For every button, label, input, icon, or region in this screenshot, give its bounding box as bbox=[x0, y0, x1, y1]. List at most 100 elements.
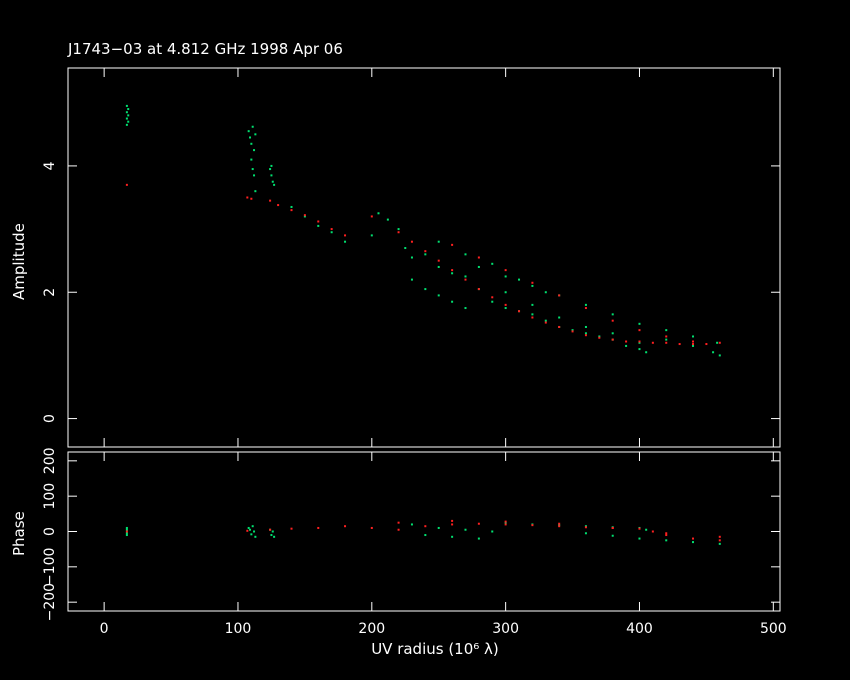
amplitude-observed-point bbox=[645, 351, 648, 354]
amplitude-model-point bbox=[598, 336, 601, 339]
amplitude-observed-point bbox=[254, 133, 257, 136]
phase-observed-point bbox=[477, 537, 480, 540]
amplitude-observed-point bbox=[451, 272, 454, 275]
phase-axis-label: Phase bbox=[10, 511, 28, 556]
amplitude-observed-point bbox=[397, 228, 400, 231]
amplitude-model-point bbox=[491, 296, 494, 299]
phase-observed-point bbox=[451, 535, 454, 538]
phase-model-point bbox=[397, 521, 400, 524]
phase-observed-point bbox=[254, 535, 257, 538]
phase-model-point bbox=[451, 519, 454, 522]
amplitude-observed-point bbox=[127, 108, 130, 111]
amplitude-model-point bbox=[424, 250, 427, 253]
amplitude-ytick-label: 2 bbox=[42, 288, 58, 297]
amplitude-observed-point bbox=[544, 319, 547, 322]
amplitude-observed-point bbox=[504, 307, 507, 310]
amplitude-model-point bbox=[678, 343, 681, 346]
phase-plot-frame bbox=[67, 451, 781, 612]
x-tick-label: 400 bbox=[626, 621, 653, 637]
amplitude-model-point bbox=[558, 294, 561, 297]
phase-model-point bbox=[558, 522, 561, 525]
amplitude-observed-point bbox=[125, 111, 128, 114]
x-tick-label: 500 bbox=[760, 621, 787, 637]
amplitude-ytick-label: 4 bbox=[42, 161, 58, 170]
amplitude-model-point bbox=[246, 196, 249, 199]
amplitude-observed-point bbox=[303, 215, 306, 218]
phase-model-point bbox=[651, 530, 654, 533]
amplitude-model-point bbox=[518, 310, 521, 313]
amplitude-model-point bbox=[370, 215, 373, 218]
amplitude-observed-point bbox=[692, 335, 695, 338]
amplitude-observed-point bbox=[254, 190, 257, 193]
amplitude-model-point bbox=[638, 340, 641, 343]
phase-observed-point bbox=[125, 526, 128, 529]
phase-model-point bbox=[370, 526, 373, 529]
amplitude-observed-point bbox=[251, 125, 254, 128]
phase-observed-point bbox=[270, 534, 273, 537]
amplitude-observed-point bbox=[638, 348, 641, 351]
amplitude-observed-point bbox=[437, 294, 440, 297]
amplitude-model-point bbox=[125, 183, 128, 186]
amplitude-observed-point bbox=[410, 278, 413, 281]
phase-observed-point bbox=[125, 528, 128, 531]
amplitude-observed-point bbox=[504, 291, 507, 294]
phase-observed-point bbox=[250, 533, 253, 536]
amplitude-observed-point bbox=[330, 231, 333, 234]
amplitude-observed-point bbox=[125, 117, 128, 120]
amplitude-observed-point bbox=[370, 234, 373, 237]
x-axis-label-text: UV radius (10⁶ λ) bbox=[371, 640, 499, 658]
phase-observed-point bbox=[424, 534, 427, 537]
amplitude-model-point bbox=[692, 343, 695, 346]
x-tick-label: 100 bbox=[225, 621, 252, 637]
amplitude-model-point bbox=[651, 341, 654, 344]
amplitude-observed-point bbox=[531, 284, 534, 287]
amplitude-observed-point bbox=[344, 240, 347, 243]
amplitude-plot-frame bbox=[67, 67, 781, 448]
phase-model-point bbox=[246, 529, 249, 532]
amplitude-observed-point bbox=[386, 218, 389, 221]
amplitude-observed-point bbox=[544, 291, 547, 294]
amplitude-observed-point bbox=[424, 253, 427, 256]
amplitude-observed-point bbox=[250, 158, 253, 161]
amplitude-observed-point bbox=[464, 253, 467, 256]
phase-model-point bbox=[344, 525, 347, 528]
amplitude-observed-point bbox=[491, 262, 494, 265]
phase-model-point bbox=[665, 532, 668, 535]
amplitude-model-point bbox=[584, 307, 587, 310]
amplitude-observed-point bbox=[584, 325, 587, 328]
amplitude-observed-point bbox=[665, 329, 668, 332]
phase-observed-point bbox=[437, 526, 440, 529]
amplitude-model-point bbox=[638, 329, 641, 332]
amplitude-observed-point bbox=[253, 149, 256, 152]
amplitude-model-point bbox=[451, 269, 454, 272]
amplitude-observed-point bbox=[317, 224, 320, 227]
amplitude-model-point bbox=[344, 234, 347, 237]
amplitude-observed-point bbox=[692, 344, 695, 347]
amplitude-observed-point bbox=[253, 174, 256, 177]
phase-model-point bbox=[290, 527, 293, 530]
phase-observed-point bbox=[645, 528, 648, 531]
amplitude-ytick-label: 0 bbox=[42, 414, 58, 423]
phase-ytick-label: −200 bbox=[42, 583, 58, 621]
phase-model-point bbox=[638, 527, 641, 530]
amplitude-model-point bbox=[277, 204, 280, 207]
amplitude-observed-point bbox=[251, 168, 254, 171]
phase-observed-point bbox=[665, 539, 668, 542]
amplitude-observed-point bbox=[504, 275, 507, 278]
phase-observed-point bbox=[247, 526, 250, 529]
amplitude-axis-label: Amplitude bbox=[10, 223, 28, 300]
amplitude-observed-point bbox=[518, 278, 521, 281]
amplitude-model-point bbox=[531, 316, 534, 319]
amplitude-model-point bbox=[437, 259, 440, 262]
phase-model-point bbox=[317, 526, 320, 529]
amplitude-model-point bbox=[397, 231, 400, 234]
amplitude-model-point bbox=[571, 330, 574, 333]
phase-observed-point bbox=[125, 534, 128, 537]
amplitude-observed-point bbox=[665, 338, 668, 341]
amplitude-model-point bbox=[451, 243, 454, 246]
amplitude-model-point bbox=[269, 199, 272, 202]
amplitude-model-point bbox=[531, 281, 534, 284]
phase-model-point bbox=[451, 523, 454, 526]
amplitude-observed-point bbox=[712, 351, 715, 354]
